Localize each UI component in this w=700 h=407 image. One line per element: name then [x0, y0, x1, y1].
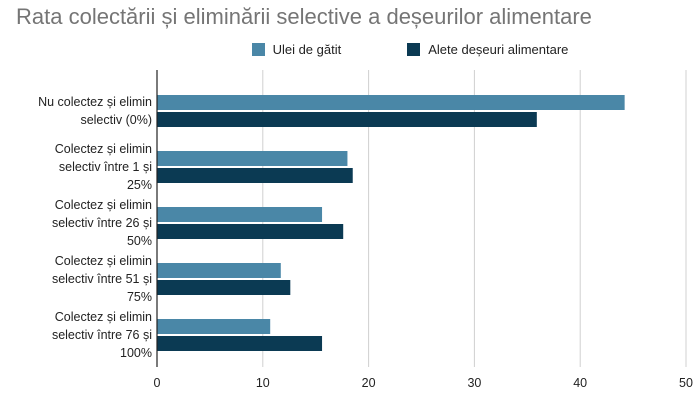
legend-swatch-ulei [251, 42, 265, 56]
category-label-line: selectiv între 51 și [51, 272, 152, 286]
category-label-line: 75% [126, 290, 152, 304]
x-tick-label-10: 10 [256, 376, 270, 390]
category-label-line: selectiv între 76 și [51, 328, 152, 342]
legend-swatch-alete [407, 42, 421, 56]
x-tick-label-0: 0 [154, 376, 161, 390]
category-label-1: Nu colectez și elimin selectiv (0%) [12, 93, 152, 129]
x-tick-label-40: 40 [573, 376, 587, 390]
bar-ulei-cat2 [157, 151, 348, 166]
category-label-line: selectiv între 1 și [58, 160, 152, 174]
category-label-line: Colectez și elimin [54, 254, 152, 268]
legend-label-ulei: Ulei de gătit [272, 41, 342, 57]
x-tick-label-20: 20 [362, 376, 376, 390]
bar-alete-cat3 [157, 224, 344, 239]
chart-title: Rata colectării și eliminării selective … [16, 4, 592, 29]
category-label-line: Colectez și elimin [54, 198, 152, 212]
bar-ulei-cat1 [157, 95, 625, 110]
legend-item-ulei[interactable]: Ulei de gătit [132, 41, 342, 57]
category-label-line: 100% [120, 346, 152, 360]
category-label-line: Colectez și elimin [54, 142, 152, 156]
x-tick-label-50: 50 [679, 376, 693, 390]
category-label-line: selectiv între 26 și [51, 216, 152, 230]
legend-label-alete: Alete deșeuri alimentare [428, 41, 569, 57]
x-tick-label-30: 30 [467, 376, 481, 390]
category-label-4: Colectez și elimin selectiv între 51 și 75… [12, 252, 152, 306]
category-label-5: Colectez și elimin selectiv între 76 și 10… [12, 308, 152, 362]
category-label-line: Nu colectez și elimin [38, 95, 152, 109]
legend-item-alete[interactable]: Alete deșeuri alimentare [367, 42, 568, 57]
bar-ulei-cat3 [157, 207, 323, 222]
bar-ulei-cat5 [157, 319, 271, 334]
bar-ulei-cat4 [157, 263, 281, 278]
bar-alete-cat1 [157, 112, 537, 127]
category-label-line: 25% [126, 178, 152, 192]
category-label-line: 50% [126, 234, 152, 248]
category-label-3: Colectez și elimin selectiv între 26 și 50… [12, 196, 152, 250]
bar-alete-cat5 [157, 336, 323, 351]
legend: Ulei de gătit Alete deșeuri alimentare [0, 40, 700, 58]
bar-alete-cat2 [157, 168, 353, 183]
category-label-2: Colectez și elimin selectiv între 1 și 25% [12, 140, 152, 194]
bar-alete-cat4 [157, 280, 291, 295]
category-label-line: Colectez și elimin [54, 310, 152, 324]
category-label-line: selectiv (0%) [80, 113, 152, 127]
